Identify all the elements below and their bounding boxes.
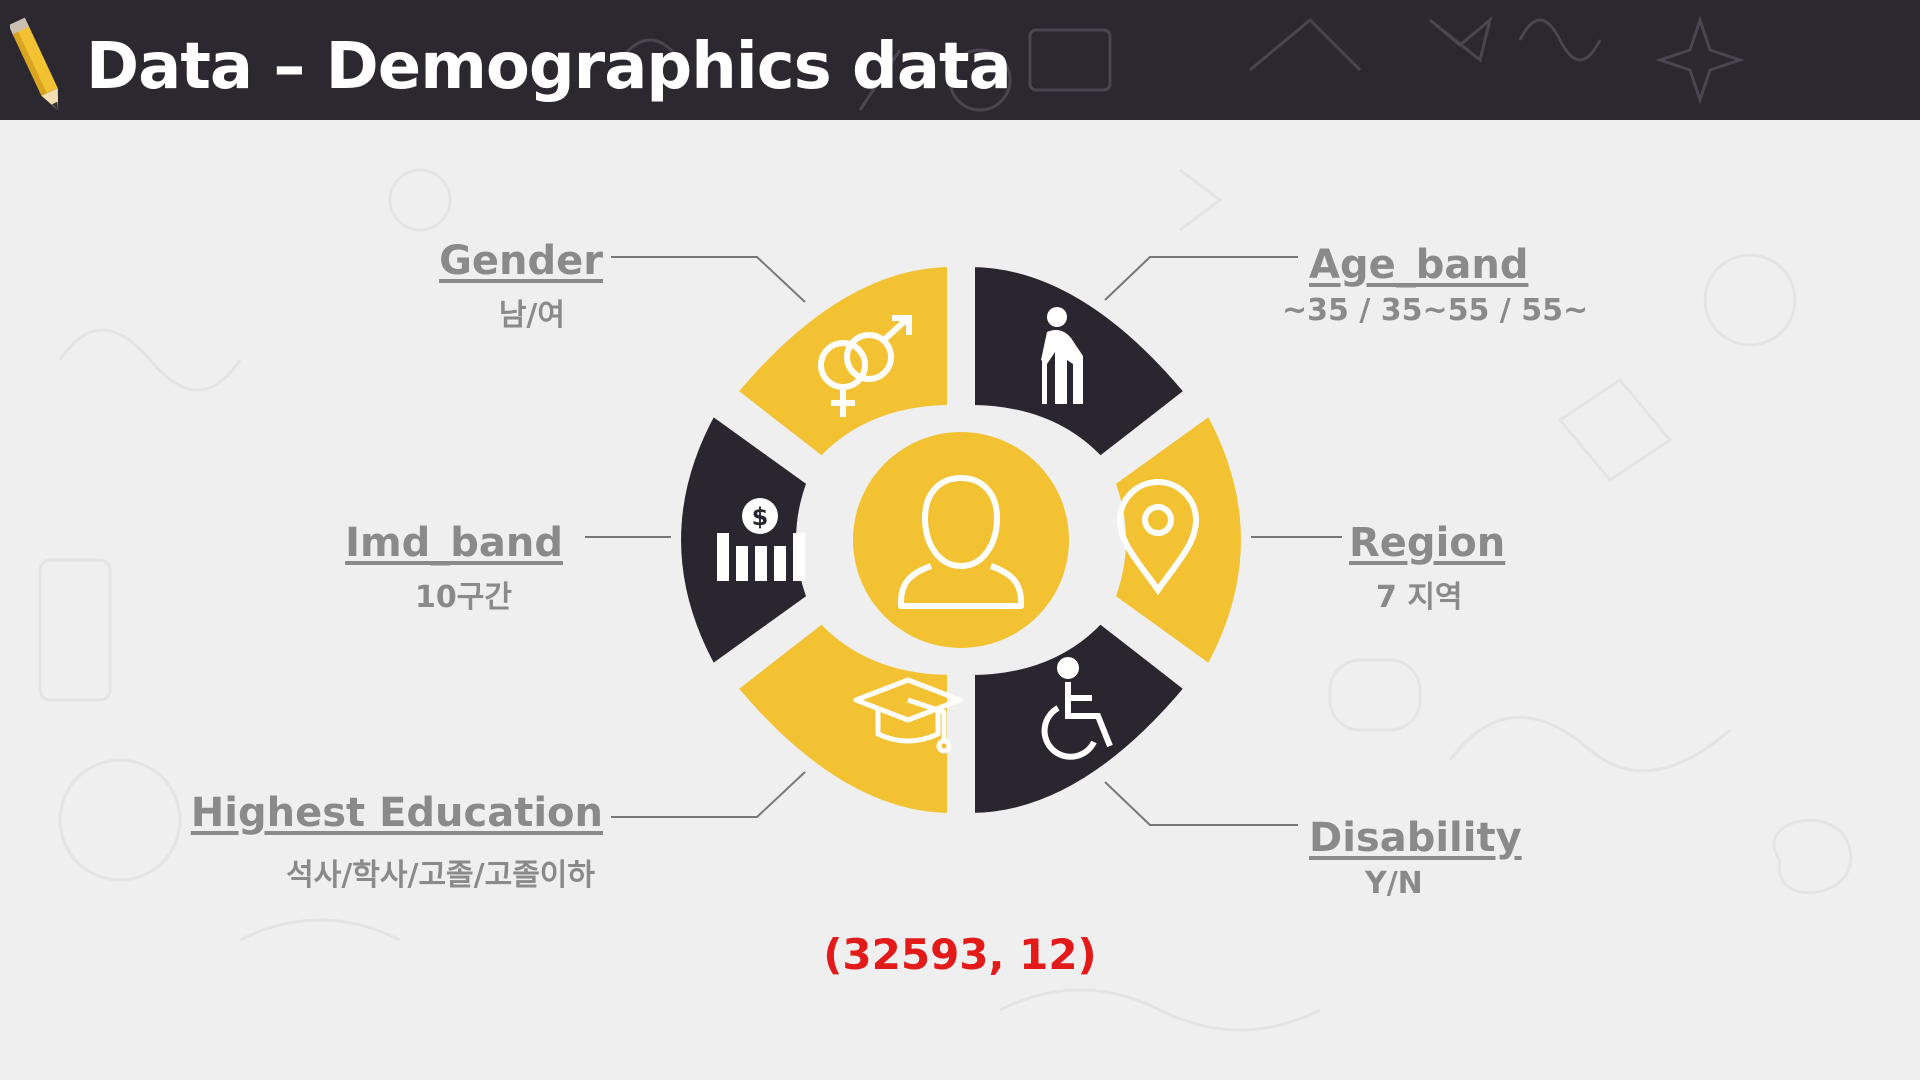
page-title: Data – Demographics data: [86, 30, 1012, 104]
connector-disability: [1104, 781, 1298, 826]
connector-age-band: [1104, 256, 1298, 301]
disability-label: Disability: [1309, 815, 1522, 861]
imd-band-label: Imd_band: [345, 520, 563, 566]
segment-gender: [727, 257, 957, 467]
location-pin-icon: [1116, 479, 1200, 596]
segment-education: [727, 613, 957, 823]
graduation-cap-icon: [853, 677, 963, 754]
disability-values: Y/N: [1365, 866, 1423, 901]
gender-icon: [818, 315, 912, 417]
header-bar: Data – Demographics data: [0, 0, 1920, 120]
region-label: Region: [1349, 520, 1506, 566]
gender-label: Gender: [439, 238, 603, 284]
imd-band-values: 10구간: [415, 580, 512, 615]
age-band-label: Age_band: [1309, 242, 1529, 288]
pencil-icon: [10, 17, 59, 111]
money-bars-icon: $: [717, 498, 805, 581]
highest-education-values: 석사/학사/고졸/고졸이하: [286, 858, 595, 893]
header-doodles: [618, 15, 1745, 112]
connector-education: [611, 771, 806, 818]
data-shape-text: (32593, 12): [823, 930, 1097, 979]
wheelchair-icon: [1041, 657, 1113, 760]
person-icon: [898, 475, 1024, 609]
center-circle: [853, 432, 1069, 648]
segment-imd-band: [671, 405, 817, 675]
highest-education-label: Highest Education: [190, 790, 603, 836]
region-values: 7 지역: [1376, 580, 1463, 615]
segment-region: [1105, 405, 1251, 675]
connector-gender: [611, 256, 806, 303]
svg-text:$: $: [752, 503, 769, 531]
gender-values: 남/여: [498, 298, 565, 333]
age-band-values: ~35 / 35~55 / 55~: [1282, 293, 1589, 328]
elderly-person-icon: [1041, 307, 1083, 404]
